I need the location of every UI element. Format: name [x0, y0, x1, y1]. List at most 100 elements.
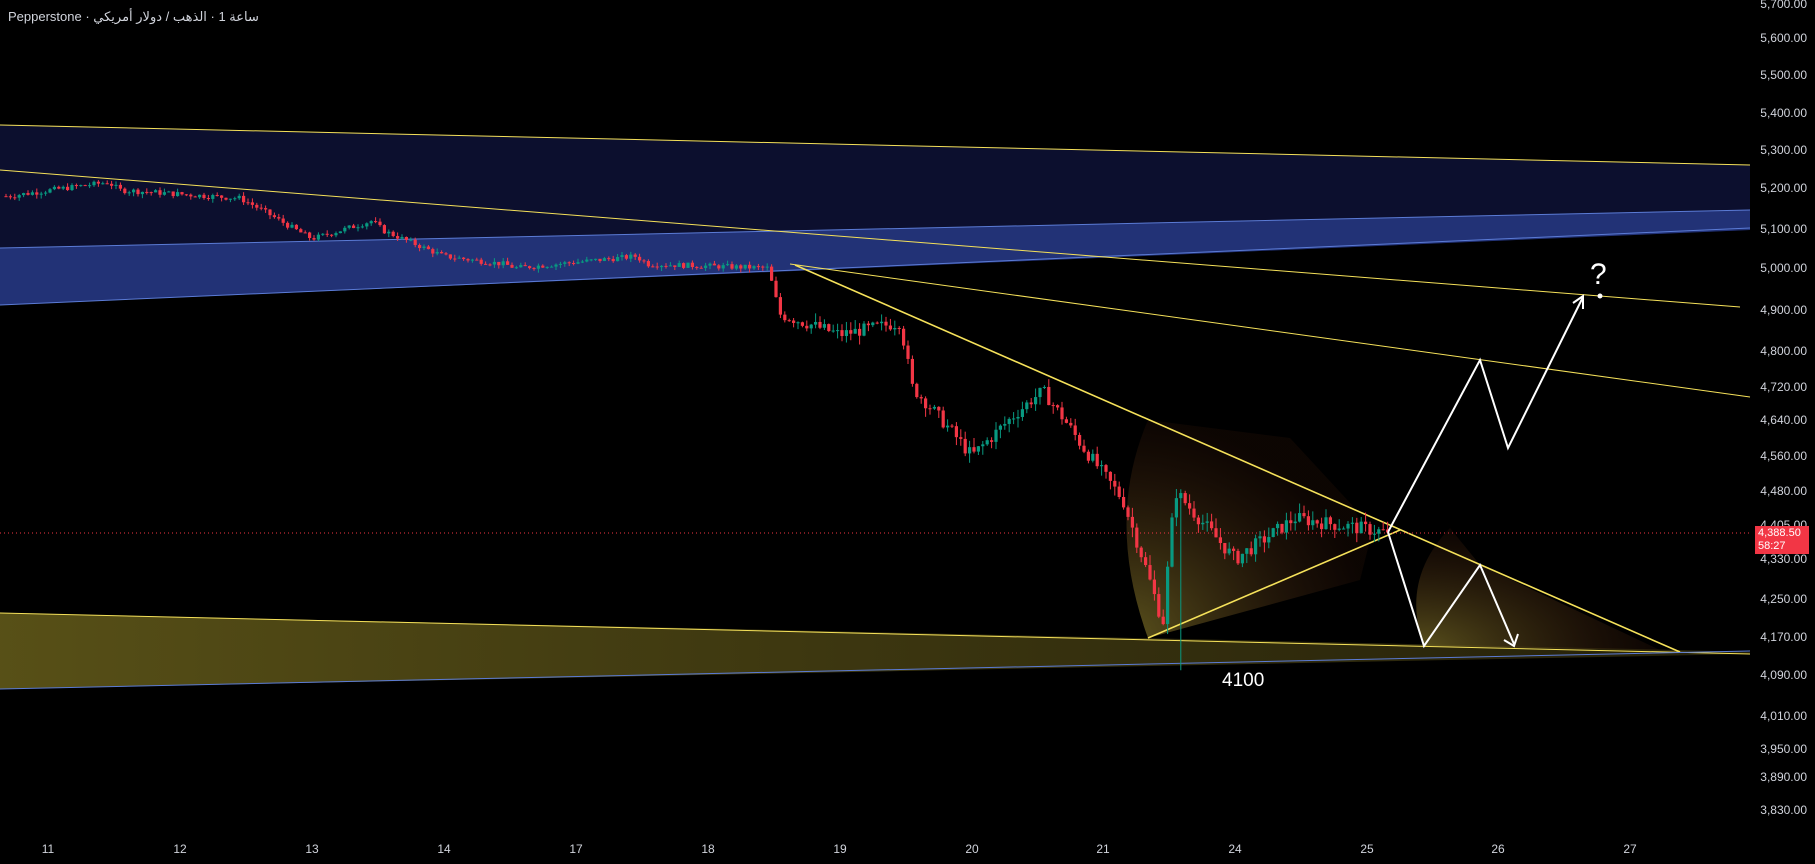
candle-body [668, 265, 672, 267]
candle-body [690, 262, 694, 268]
candle-body [334, 233, 338, 236]
candle-body [352, 225, 356, 229]
candle-body [1333, 524, 1337, 530]
candle-body [1183, 493, 1187, 504]
triangle-fan-zone[interactable] [1126, 420, 1371, 638]
candle-body [136, 189, 140, 195]
candle-body [607, 258, 611, 260]
candle-body [202, 194, 206, 199]
upper-channel-blue-zone[interactable] [0, 210, 1750, 305]
date-tick-label: 13 [305, 842, 319, 856]
candle-body [787, 320, 791, 322]
candle-body [1368, 524, 1372, 535]
long-descending-trendline[interactable] [0, 169, 1741, 308]
candle-body [1188, 503, 1192, 509]
candle-body [250, 202, 254, 205]
candle-body [532, 268, 536, 270]
candle-body [558, 263, 562, 265]
candle-body [576, 262, 580, 264]
candle-body [862, 323, 866, 336]
candle-body [215, 195, 219, 197]
candle-body [541, 265, 545, 268]
candle-body [1064, 419, 1068, 423]
candle-body [761, 266, 765, 268]
candle-body [409, 239, 413, 241]
candle-body [743, 264, 747, 269]
candle-body [1227, 548, 1231, 554]
candle-body [189, 194, 193, 197]
candle-body [1205, 521, 1209, 523]
candle-body [1007, 418, 1011, 424]
candle-body [1245, 548, 1249, 554]
candle-body [110, 183, 114, 186]
channel-mid-line[interactable] [0, 209, 1751, 249]
candle-body [836, 330, 840, 332]
candle-body [158, 190, 162, 195]
candle-body [8, 196, 12, 198]
price-tick-label: 3,950.00 [1760, 742, 1807, 756]
candle-body [638, 256, 642, 261]
candle-body [646, 261, 650, 267]
candle-body [22, 193, 26, 196]
bullish-projection-path[interactable] [1387, 296, 1584, 533]
bearish-projection-path[interactable] [1387, 531, 1515, 649]
candle-body [1355, 522, 1359, 534]
candle-body [528, 266, 532, 269]
candle-body [193, 196, 197, 198]
candle-body [624, 255, 628, 259]
candle-body [1196, 517, 1200, 525]
price-tick-label: 5,300.00 [1760, 143, 1807, 157]
projection-fan-zone[interactable] [1416, 528, 1660, 650]
candle-body [1249, 548, 1253, 555]
candle-body [1276, 523, 1280, 529]
triangle-upper-trendline[interactable] [794, 264, 1681, 653]
bullish-arrow-head [1572, 294, 1584, 309]
candle-body [1034, 397, 1038, 405]
secondary-trendline[interactable] [789, 263, 1751, 398]
candle-body [1280, 523, 1284, 533]
candle-body [1328, 517, 1332, 525]
candle-body [545, 266, 549, 268]
date-tick-label: 26 [1491, 842, 1505, 856]
candle-body [114, 184, 118, 186]
channel-bottom-line[interactable] [0, 227, 1751, 306]
candle-body [1232, 548, 1236, 551]
price-tick-label: 5,200.00 [1760, 181, 1807, 195]
candle-body [453, 258, 457, 260]
candle-body [1179, 493, 1183, 499]
candle-body [48, 189, 52, 193]
candle-body [13, 197, 17, 199]
candle-body [171, 191, 175, 197]
candle-body [1100, 465, 1104, 467]
candle-body [1174, 498, 1178, 518]
candle-body [686, 262, 690, 268]
channel-top-line[interactable] [0, 124, 1751, 166]
candle-body [418, 245, 422, 249]
candle-body [981, 444, 985, 447]
candle-body [1192, 508, 1196, 518]
price-tick-label: 5,700.00 [1760, 0, 1807, 11]
candle-body [976, 446, 980, 452]
candle-body [796, 322, 800, 324]
price-tick-label: 4,900.00 [1760, 303, 1807, 317]
candle-body [1108, 471, 1112, 481]
candle-body [651, 266, 655, 268]
support-zone[interactable] [0, 613, 1750, 689]
support-top-line[interactable] [0, 612, 1751, 655]
candle-body [954, 426, 958, 438]
candle-body [800, 322, 804, 326]
candle-body [228, 198, 232, 200]
candle-body [462, 257, 466, 260]
candle-body [1377, 529, 1381, 534]
candle-body [1289, 520, 1293, 524]
candle-body [118, 184, 122, 189]
candle-body [299, 229, 303, 233]
support-bottom-line[interactable] [0, 650, 1751, 690]
candle-body [255, 204, 259, 208]
triangle-lower-trendline[interactable] [1147, 529, 1401, 639]
candle-body [1271, 528, 1275, 538]
candle-body [1170, 517, 1174, 567]
candle-body [950, 425, 954, 427]
candle-body [1293, 521, 1297, 524]
